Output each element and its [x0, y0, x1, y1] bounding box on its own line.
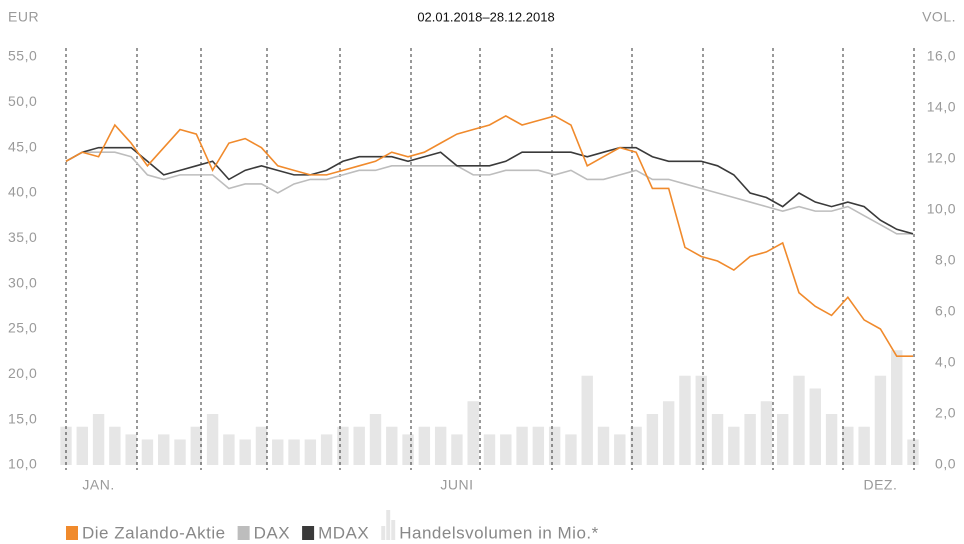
volume-bar [190, 426, 203, 465]
volume-bar [288, 439, 300, 465]
volume-bar [272, 439, 284, 465]
legend-label: MDAX [318, 523, 369, 542]
volume-bars [60, 350, 919, 465]
y2-tick-label: 0,0 [935, 456, 956, 472]
y-tick-label: 50,0 [8, 93, 37, 109]
legend-swatch [302, 526, 315, 540]
y2-tick-label: 6,0 [935, 303, 956, 319]
price-line [65, 151, 913, 235]
volume-bar [891, 350, 903, 465]
volume-bar [825, 414, 838, 465]
y-tick-label: 10,0 [8, 456, 37, 472]
volume-bar [646, 414, 659, 465]
volume-bar [320, 434, 333, 465]
legend-swatch [391, 520, 396, 540]
month-dividers [65, 48, 915, 470]
volume-bar [141, 439, 154, 465]
legend-swatch [386, 510, 391, 540]
volume-bar [907, 439, 919, 465]
volume-bar [662, 401, 675, 465]
volume-bar [239, 439, 251, 465]
volume-bar [174, 439, 186, 465]
legend-label: DAX [254, 523, 290, 542]
volume-bar [304, 439, 317, 465]
volume-bar [206, 414, 219, 465]
volume-bar [255, 426, 268, 465]
chart-title: 02.01.2018–28.12.2018 [417, 9, 554, 24]
y2-tick-label: 4,0 [935, 354, 956, 370]
volume-bar [728, 426, 740, 465]
volume-bar [125, 434, 137, 465]
volume-bar [76, 426, 88, 465]
x-tick-label: JUNI [440, 477, 473, 493]
volume-bar [337, 426, 349, 465]
y-axis-label: EUR [8, 9, 39, 25]
volume-bar [597, 426, 610, 465]
y-tick-label: 25,0 [8, 320, 37, 336]
y-tick-label: 45,0 [8, 138, 37, 154]
legend-label: Handelsvolumen in Mio.* [399, 523, 599, 542]
y2-tick-label: 10,0 [927, 201, 956, 217]
volume-bar [565, 434, 577, 465]
volume-bar [386, 426, 398, 465]
volume-bar [581, 375, 593, 465]
volume-bar [500, 434, 512, 465]
legend-label: Die Zalando-Aktie [82, 523, 226, 542]
volume-bar [858, 426, 870, 465]
volume-bar [109, 426, 121, 465]
price-line [65, 146, 914, 235]
volume-bar [744, 414, 756, 465]
y2-tick-label: 14,0 [927, 99, 956, 115]
volume-bar [760, 401, 773, 465]
volume-bar [467, 401, 479, 465]
volume-bar [842, 426, 854, 465]
y2-tick-label: 12,0 [927, 150, 956, 166]
legend-swatch [381, 526, 386, 540]
y2-tick-label: 8,0 [935, 252, 956, 268]
volume-bar [434, 426, 447, 465]
x-tick-label: DEZ. [863, 477, 897, 493]
volume-bar [92, 414, 105, 465]
volume-bar [874, 375, 887, 465]
y2-tick-label: 2,0 [935, 405, 956, 421]
volume-bar [711, 414, 724, 465]
x-tick-label: JAN. [82, 477, 114, 493]
volume-bar [809, 388, 821, 465]
volume-bar [158, 434, 170, 465]
y-tick-label: 30,0 [8, 274, 37, 290]
volume-bar [630, 426, 642, 465]
price-line [65, 115, 913, 357]
y-tick-label: 35,0 [8, 229, 37, 245]
y-tick-label: 55,0 [8, 48, 37, 64]
volume-bar [402, 434, 414, 465]
y-tick-label: 15,0 [8, 410, 37, 426]
y2-tick-label: 16,0 [927, 48, 956, 64]
legend-item: Die Zalando-Aktie [66, 523, 226, 542]
volume-bar [451, 434, 463, 465]
volume-bar [483, 434, 496, 465]
volume-bar [679, 375, 691, 465]
legend-swatch [66, 526, 78, 540]
volume-bar [223, 434, 235, 465]
volume-bar [516, 426, 528, 465]
legend-item: DAX [237, 523, 290, 542]
volume-bar [793, 375, 805, 465]
volume-bar [614, 434, 626, 465]
volume-bar [353, 426, 365, 465]
volume-bar [418, 426, 431, 465]
volume-bar [369, 414, 382, 465]
y-tick-label: 40,0 [8, 184, 37, 200]
y2-axis-label: VOL. [922, 9, 956, 25]
legend-item: Handelsvolumen in Mio.* [381, 510, 599, 542]
volume-bar [548, 426, 561, 465]
legend-item: MDAX [302, 523, 369, 542]
y-tick-label: 20,0 [8, 365, 37, 381]
volume-bar [532, 426, 545, 465]
legend-swatch [237, 526, 250, 540]
volume-bar [695, 375, 707, 465]
volume-bar [776, 414, 789, 465]
